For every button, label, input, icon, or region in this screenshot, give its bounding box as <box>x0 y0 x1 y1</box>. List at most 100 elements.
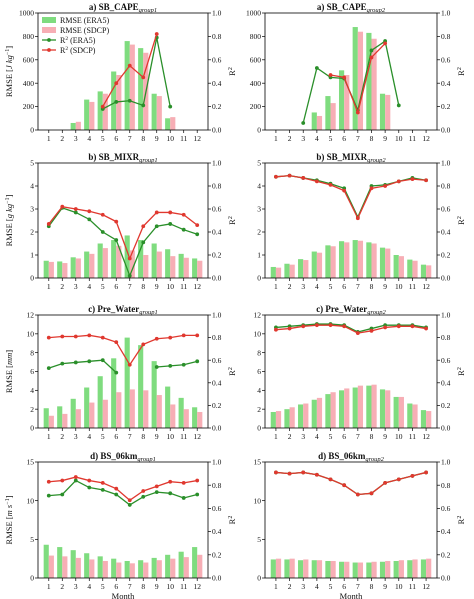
x-tick-label: 3 <box>74 134 78 143</box>
bar-era5-month-4 <box>311 112 317 130</box>
bar-era5-month-5 <box>97 556 103 578</box>
bar-sdcp-month-3 <box>303 260 309 278</box>
panel-title: b) SB_MIXRgroup1 <box>88 152 157 164</box>
y2-tick-label: 0.0 <box>441 424 451 433</box>
legend-label-main: R <box>60 36 66 45</box>
y-tick-label: 12 <box>27 311 35 320</box>
x-tick-label: 3 <box>301 432 305 441</box>
point-r2-sdcp-month-6 <box>342 75 347 80</box>
y2-tick-label: 0.2 <box>441 102 451 111</box>
y-tick-label: 10 <box>27 496 35 505</box>
x-tick-label: 3 <box>74 432 78 441</box>
bar-era5-month-2 <box>284 559 290 578</box>
y-axis-label-main: RMSE [ <box>4 69 14 97</box>
y2-tick-label: 0.6 <box>441 504 451 513</box>
point-r2-era5-month-2 <box>60 492 65 497</box>
point-r2-sdcp-month-5 <box>328 73 333 77</box>
bar-sdcp-month-7 <box>129 250 135 278</box>
point-r2-sdcp-month-6 <box>114 340 119 345</box>
bar-era5-month-6 <box>111 358 117 428</box>
line-r2-sdcp <box>48 476 198 502</box>
x-tick-label: 9 <box>155 432 159 441</box>
y2-axis-label-superscript: 2 <box>457 216 463 219</box>
point-r2-era5-month-10 <box>168 222 173 226</box>
point-r2-sdcp-month-2 <box>287 326 292 331</box>
line-r2-era5 <box>156 360 198 368</box>
x-tick-label: 12 <box>422 582 430 591</box>
point-r2-era5-month-1 <box>46 366 51 371</box>
bar-era5-month-6 <box>111 71 117 130</box>
bar-sdcp-month-10 <box>170 117 176 130</box>
point-r2-era5-month-7 <box>127 273 132 278</box>
point-r2-era5-month-5 <box>100 230 105 234</box>
point-r2-era5-month-5 <box>100 487 105 492</box>
y-tick-label: 4 <box>257 182 261 191</box>
bar-era5-month-5 <box>325 394 331 428</box>
point-r2-era5-month-3 <box>301 121 306 125</box>
point-r2-sdcp-month-6 <box>114 486 119 491</box>
y2-tick-label: 0.0 <box>212 274 222 283</box>
point-r2-sdcp-month-12 <box>195 223 200 228</box>
x-tick-label: 8 <box>370 432 374 441</box>
point-r2-sdcp-month-8 <box>369 328 374 333</box>
bar-era5-month-6 <box>111 558 117 578</box>
x-tick-label: 10 <box>166 282 174 291</box>
point-r2-sdcp-month-1 <box>274 327 278 332</box>
x-tick-label: 4 <box>87 134 91 143</box>
panel-title: a) SB_CAPEgroup1 <box>89 2 157 14</box>
x-tick-label: 12 <box>422 282 430 291</box>
point-r2-sdcp-month-3 <box>301 324 306 329</box>
y2-tick-label: 0.4 <box>441 527 451 536</box>
y2-axis-label-main: R <box>227 70 237 76</box>
y2-tick-label: 0.2 <box>441 251 451 260</box>
bar-sdcp-month-8 <box>371 561 377 578</box>
y2-tick-label: 0.8 <box>212 182 222 191</box>
x-tick-label: 12 <box>193 582 201 591</box>
bar-era5-month-10 <box>393 255 399 278</box>
x-tick-label: 7 <box>128 282 132 291</box>
y-tick-label: 1000 <box>246 9 261 18</box>
bar-era5-month-1 <box>43 408 49 428</box>
panel-title: d) BS_06kmgroup1 <box>90 451 156 463</box>
point-r2-era5-month-8 <box>141 494 146 499</box>
point-r2-era5-month-10 <box>168 104 173 109</box>
bar-era5-month-11 <box>178 397 184 428</box>
x-tick-label: 9 <box>383 582 387 591</box>
bar-era5-month-8 <box>366 32 372 130</box>
bar-sdcp-month-7 <box>129 389 135 428</box>
point-r2-era5-month-3 <box>73 210 78 215</box>
bar-era5-month-9 <box>379 93 386 130</box>
y-tick-label: 200 <box>250 102 262 111</box>
x-tick-label: 7 <box>356 134 360 143</box>
point-r2-sdcp-month-1 <box>46 222 51 226</box>
y-tick-label: 4 <box>30 386 34 395</box>
point-r2-sdcp-month-4 <box>87 478 92 483</box>
line-r2-era5 <box>275 174 427 219</box>
y2-tick-label: 1.0 <box>212 9 222 18</box>
point-r2-sdcp-month-12 <box>195 478 200 483</box>
bar-sdcp-month-1 <box>275 411 282 428</box>
y-axis-label-main: RMSE [ <box>4 365 14 393</box>
x-tick-label: 7 <box>356 282 360 291</box>
bar-sdcp-month-6 <box>344 75 350 130</box>
y2-axis-label-main: R <box>456 70 466 76</box>
bar-sdcp-month-10 <box>398 560 404 578</box>
plot-frame <box>37 162 209 279</box>
y2-tick-label: 0.4 <box>441 228 451 237</box>
point-r2-sdcp-month-2 <box>60 478 65 483</box>
y2-tick-label: 0.0 <box>212 424 222 433</box>
y2-tick-label: 0.8 <box>212 481 222 490</box>
point-r2-sdcp-month-3 <box>73 334 78 339</box>
bar-era5-month-9 <box>379 247 386 278</box>
y-tick-label: 400 <box>250 79 262 88</box>
x-tick-label: 7 <box>128 134 132 143</box>
panel-title: b) SB_MIXRgroup2 <box>316 152 386 164</box>
y-tick-label: 1 <box>30 251 34 260</box>
legend-swatch-bar <box>42 27 56 33</box>
point-r2-sdcp-month-8 <box>141 224 146 229</box>
panel-title-main: b) SB_MIXR <box>88 152 139 162</box>
bar-era5-month-8 <box>366 385 372 429</box>
